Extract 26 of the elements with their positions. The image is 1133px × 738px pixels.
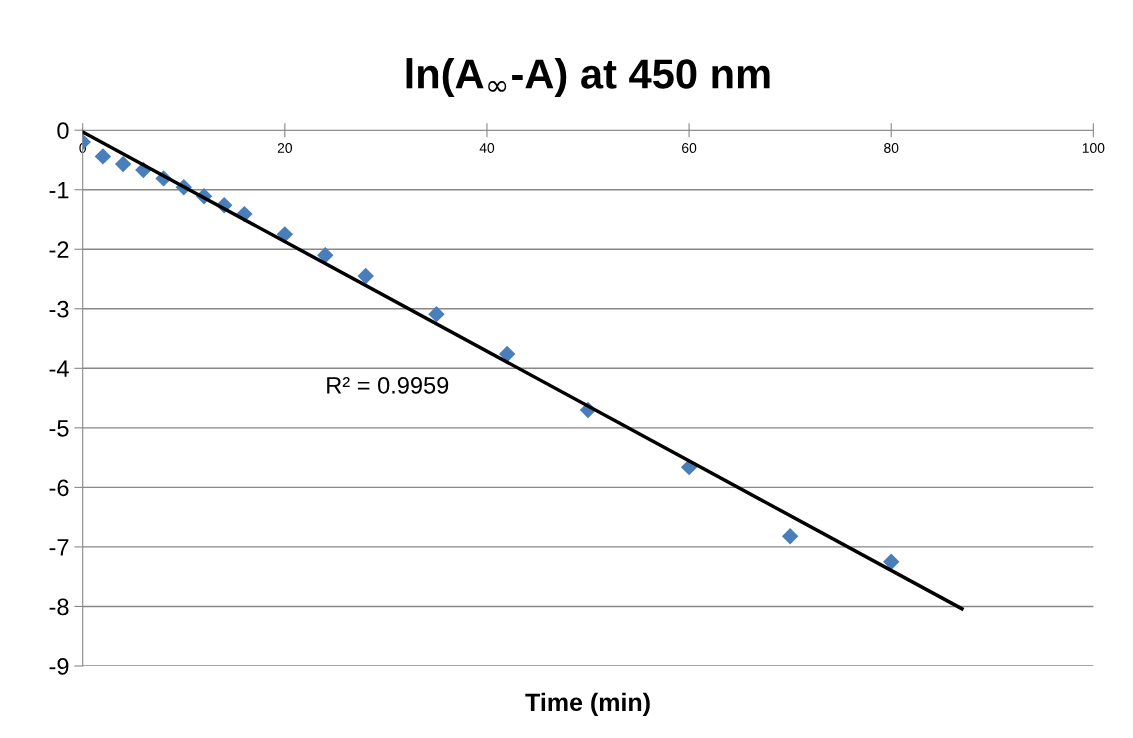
point	[428, 305, 445, 323]
x-tick-label: 20	[277, 143, 293, 153]
y-tick-label: -6	[49, 479, 69, 497]
y-tick-label: -5	[49, 420, 69, 437]
y-tick-label: 0	[57, 122, 69, 139]
y-tick-label: -1	[49, 182, 69, 199]
x-tick-label: 80	[884, 143, 899, 153]
x-tick-label: 40	[479, 143, 495, 153]
point	[94, 148, 112, 165]
point	[498, 345, 516, 363]
point	[883, 553, 900, 571]
point	[357, 267, 374, 285]
y-tick-label: -2	[49, 241, 69, 258]
y-tick-label: -8	[49, 598, 69, 616]
y-tick-label: -3	[49, 300, 69, 318]
annotation: R² = 0.9959	[327, 376, 449, 394]
y-tick-label: -7	[49, 539, 69, 556]
y-tick-label: -4	[49, 360, 69, 377]
x-tick-label: 100	[1082, 143, 1105, 153]
point	[317, 246, 334, 264]
x-tick-label: 60	[682, 143, 697, 153]
chart-title: ln(A$_{∞}$-A) at 450 nm	[406, 58, 770, 97]
x-axis-title: Time (min)	[525, 692, 650, 717]
y-tick-label: -9	[49, 658, 69, 675]
point	[781, 527, 799, 545]
point	[114, 155, 132, 173]
